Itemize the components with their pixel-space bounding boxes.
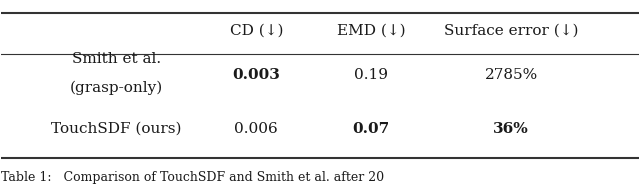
Text: 0.19: 0.19: [354, 68, 388, 82]
Text: 36%: 36%: [493, 122, 529, 136]
Text: 0.003: 0.003: [232, 68, 280, 82]
Text: 2785%: 2785%: [484, 68, 538, 82]
Text: 0.006: 0.006: [234, 122, 278, 136]
Text: EMD (↓): EMD (↓): [337, 24, 405, 38]
Text: Surface error (↓): Surface error (↓): [444, 24, 579, 38]
Text: Smith et al.: Smith et al.: [72, 52, 161, 66]
Text: Table 1:   Comparison of TouchSDF and Smith et al. after 20: Table 1: Comparison of TouchSDF and Smit…: [1, 171, 385, 184]
Text: (grasp-only): (grasp-only): [70, 81, 163, 95]
Text: TouchSDF (ours): TouchSDF (ours): [51, 122, 181, 136]
Text: 0.07: 0.07: [353, 122, 390, 136]
Text: CD (↓): CD (↓): [230, 24, 283, 38]
